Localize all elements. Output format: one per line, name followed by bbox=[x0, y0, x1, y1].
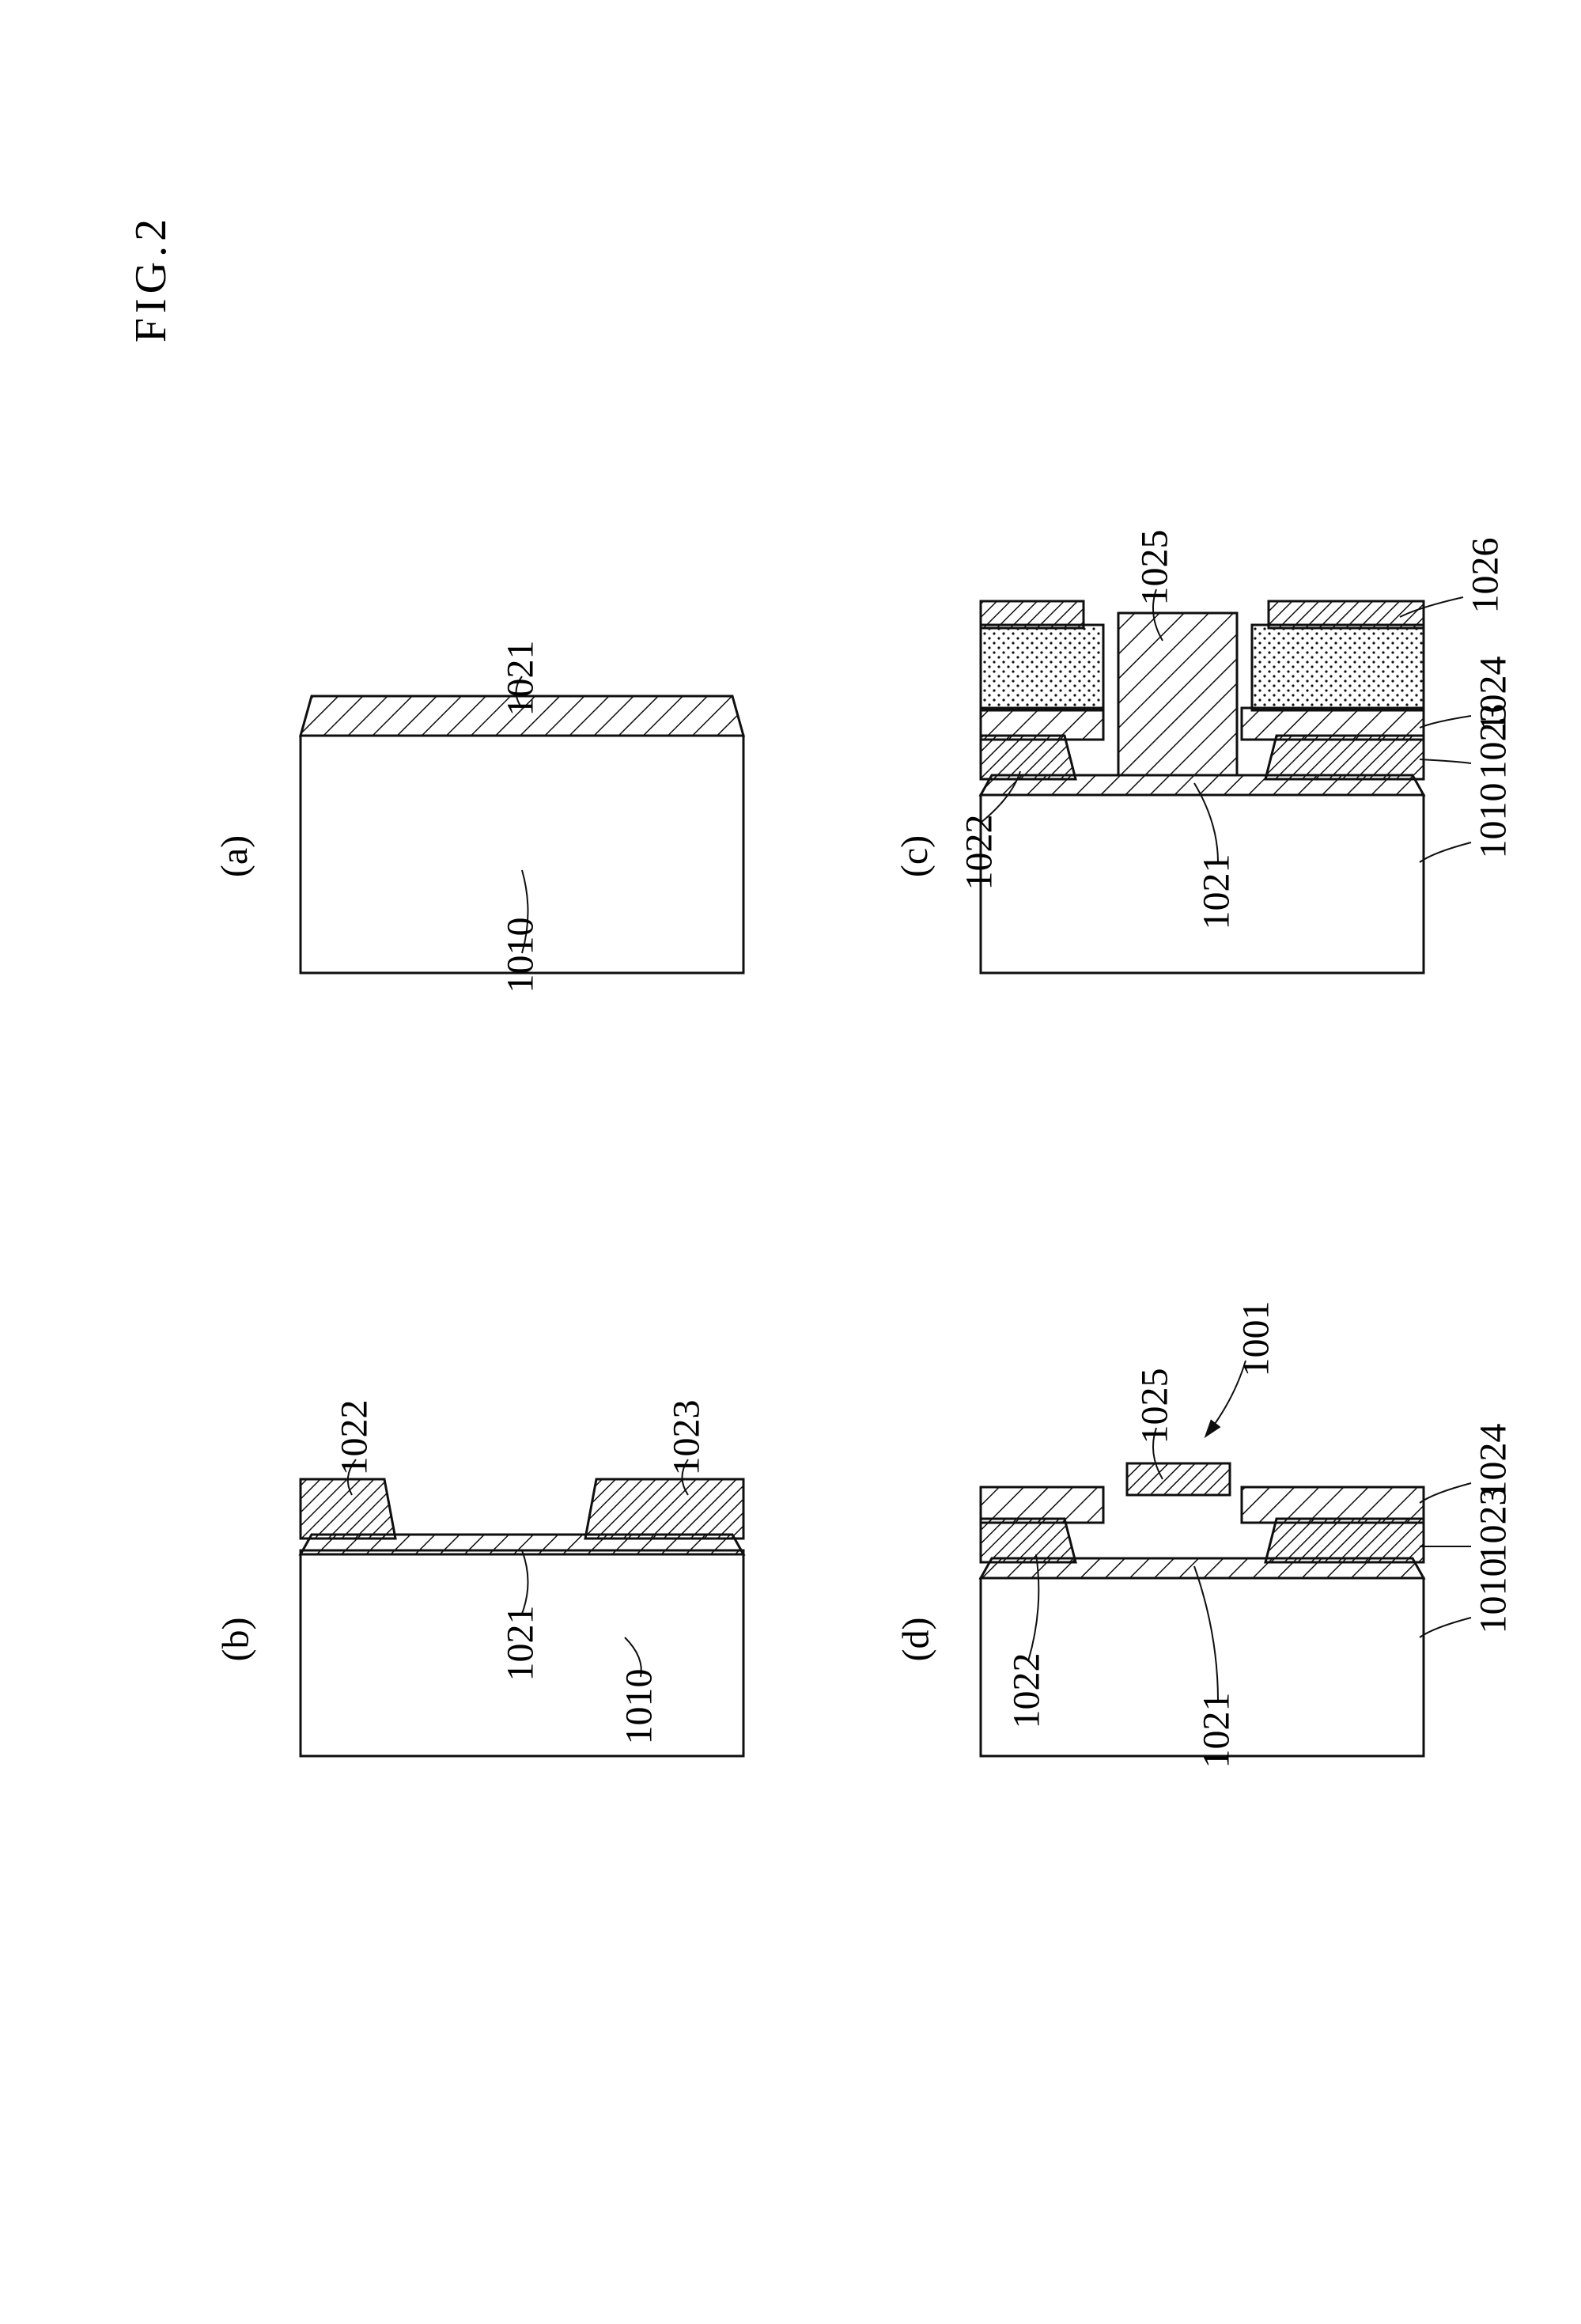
ref-label-1010: 1010 bbox=[499, 918, 543, 994]
ref-label-1026: 1026 bbox=[1464, 538, 1507, 614]
ref-label-1021: 1021 bbox=[1195, 854, 1239, 930]
leader-line bbox=[1420, 716, 1471, 728]
layer-1025 bbox=[1127, 1463, 1230, 1495]
layer-1024-L bbox=[981, 708, 1103, 740]
ref-label-1025: 1025 bbox=[1133, 1368, 1177, 1444]
layer-1026-L bbox=[981, 625, 1103, 710]
ref-label-1023: 1023 bbox=[1472, 1487, 1515, 1563]
layer-1023 bbox=[1265, 1519, 1424, 1562]
layer-1024-R bbox=[1242, 1487, 1424, 1523]
layer-1026-R bbox=[1252, 625, 1424, 710]
leader-line bbox=[1420, 759, 1471, 763]
ref-label-1021: 1021 bbox=[499, 1606, 543, 1682]
ref-label-1022: 1022 bbox=[958, 815, 1001, 891]
ref-label-1021: 1021 bbox=[1195, 1693, 1239, 1769]
layer-1023 bbox=[585, 1479, 743, 1539]
ref-label-1021: 1021 bbox=[499, 641, 543, 717]
layer-1026-top-L bbox=[981, 601, 1084, 628]
ref-1001: 1001 bbox=[1235, 1301, 1278, 1377]
ref-label-1022: 1022 bbox=[1005, 1653, 1049, 1729]
ref-label-1025: 1025 bbox=[1133, 530, 1177, 606]
layer-1024-L bbox=[981, 1487, 1103, 1523]
leader-line bbox=[1420, 1483, 1471, 1503]
ref-label-1010: 1010 bbox=[1472, 783, 1515, 859]
ref-label-1023: 1023 bbox=[1472, 704, 1515, 780]
ref-label-1023: 1023 bbox=[665, 1400, 709, 1476]
diagram-svg bbox=[0, 0, 1581, 2324]
layer-1023 bbox=[1265, 736, 1424, 779]
layer-1026-top-R bbox=[1269, 601, 1424, 628]
leader-line bbox=[1420, 1618, 1471, 1637]
ref-label-1010: 1010 bbox=[1472, 1558, 1515, 1634]
layer-1024-R bbox=[1242, 708, 1424, 740]
layer-1022 bbox=[981, 1519, 1076, 1562]
layer-1022 bbox=[981, 736, 1076, 779]
layer-1025 bbox=[1118, 613, 1237, 775]
ref-label-1022: 1022 bbox=[333, 1400, 376, 1476]
ref-label-1010: 1010 bbox=[618, 1669, 661, 1745]
leader-line bbox=[1420, 842, 1471, 862]
layer-1022 bbox=[301, 1479, 395, 1539]
